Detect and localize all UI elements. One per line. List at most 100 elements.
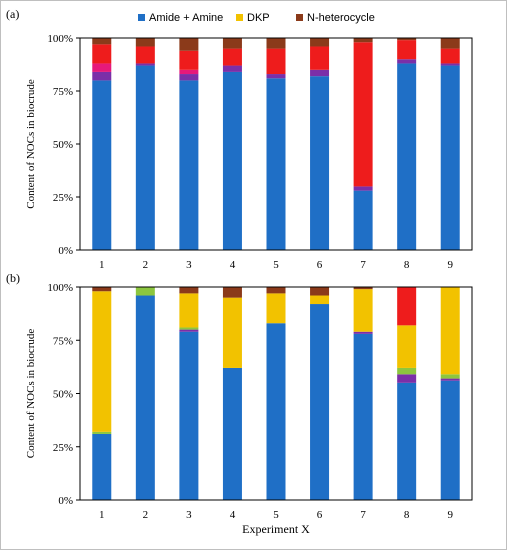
bar-segment (135, 65, 155, 250)
legend-label-0: Amide + Amine (149, 12, 223, 24)
bar-segment (440, 65, 460, 250)
bar-segment (353, 42, 373, 187)
bar-segment (310, 46, 330, 70)
bar-segment (266, 38, 286, 49)
panel-label: (b) (6, 271, 20, 285)
bar-segment (222, 367, 242, 500)
legend-swatch-2 (296, 14, 303, 21)
bar-segment (440, 374, 460, 379)
x-axis-label: Experiment X (242, 522, 310, 536)
bar-segment (353, 331, 373, 334)
x-tick-label: 7 (360, 259, 366, 271)
panel-b: (b) 0% 25% 50% 75% 100% Content of NOCs in bio… (6, 271, 473, 536)
bar-segment (92, 287, 112, 292)
y-tick-label: 0% (58, 245, 73, 257)
bar-segment (440, 287, 460, 375)
bar-segment (397, 374, 417, 383)
x-tick-label: 3 (186, 259, 192, 271)
y-axis-label: Content of NOCs in biocrude (25, 79, 37, 209)
bar-segment (397, 40, 417, 60)
y-tick-label: 0% (58, 495, 73, 507)
plot-area-border (79, 37, 473, 251)
bar-segment (310, 304, 330, 500)
bar-segment (440, 63, 460, 66)
x-tick-label: 5 (273, 259, 279, 271)
bar-segment (266, 323, 286, 500)
legend-label-1: DKP (247, 12, 270, 24)
legend: Amide + Amine DKP N-heterocycle (138, 12, 375, 24)
bar-segment (266, 293, 286, 324)
legend-swatch-1 (236, 14, 243, 21)
bar-segment (310, 287, 330, 296)
bar-segment (310, 76, 330, 250)
bar-segment (440, 378, 460, 381)
bar-segment (92, 63, 112, 72)
bar-segment (397, 63, 417, 250)
bar-segment (92, 71, 112, 81)
x-tick-label: 5 (273, 509, 279, 521)
bar-segment (179, 80, 199, 251)
bar-segment (310, 38, 330, 47)
x-tick-label: 7 (360, 509, 366, 521)
bar-segment (222, 38, 242, 49)
bar-segment (310, 295, 330, 305)
x-tick-label: 8 (404, 259, 410, 271)
bar-segment (353, 333, 373, 500)
x-tick-label: 1 (99, 509, 105, 521)
y-tick-label: 100% (47, 282, 73, 294)
bar-segment (222, 65, 242, 72)
bar-segment (266, 287, 286, 294)
legend-swatch-0 (138, 14, 145, 21)
bar-segment (222, 287, 242, 298)
bar-segment (92, 433, 112, 500)
y-tick-label: 25% (53, 192, 73, 204)
bar-segment (92, 38, 112, 45)
x-tick-label: 3 (186, 509, 192, 521)
bar-segment (135, 38, 155, 47)
bar-segment (440, 48, 460, 64)
bar-segment (179, 329, 199, 332)
panel-a: (a) 0% 25% 50% 75% 100% Content of NOCs in bio… (6, 7, 473, 271)
bar-segment (92, 44, 112, 64)
bar-segment (135, 295, 155, 500)
panel-label: (a) (6, 7, 19, 21)
bar-segment (135, 46, 155, 64)
bar-segment (266, 48, 286, 75)
bar-segment (179, 69, 199, 75)
bar-segment (440, 380, 460, 500)
bar-segment (397, 59, 417, 64)
bar-segment (397, 367, 417, 375)
bar-segment (397, 287, 417, 326)
bar-segment (266, 78, 286, 250)
y-tick-label: 100% (47, 33, 73, 45)
bar-segment (397, 38, 417, 41)
bar-segment (266, 74, 286, 79)
bar-segment (135, 63, 155, 66)
x-tick-label: 4 (230, 509, 236, 521)
x-tick-label: 1 (99, 259, 105, 271)
bar-segment (92, 291, 112, 432)
y-tick-label: 50% (53, 139, 73, 151)
bar-segment (353, 287, 373, 290)
bar-segment (179, 331, 199, 500)
bar-segment (353, 186, 373, 191)
bar-segment (135, 287, 155, 296)
bar-segment (222, 297, 242, 368)
x-tick-label: 6 (317, 259, 323, 271)
bar-segment (353, 289, 373, 332)
y-axis-label: Content of NOCs in biocrude (25, 329, 37, 459)
bar-segment (353, 38, 373, 43)
bar-segment (179, 293, 199, 328)
plot-area-border (79, 286, 473, 501)
y-tick-label: 75% (53, 86, 73, 98)
bar-segment (397, 382, 417, 500)
bar-segment (222, 71, 242, 250)
bar-segment (179, 50, 199, 70)
x-tick-label: 2 (143, 259, 149, 271)
bar-segment (440, 38, 460, 49)
bar-segment (353, 190, 373, 250)
bar-segment (310, 69, 330, 77)
bar-segment (92, 431, 112, 434)
x-tick-label: 8 (404, 509, 410, 521)
